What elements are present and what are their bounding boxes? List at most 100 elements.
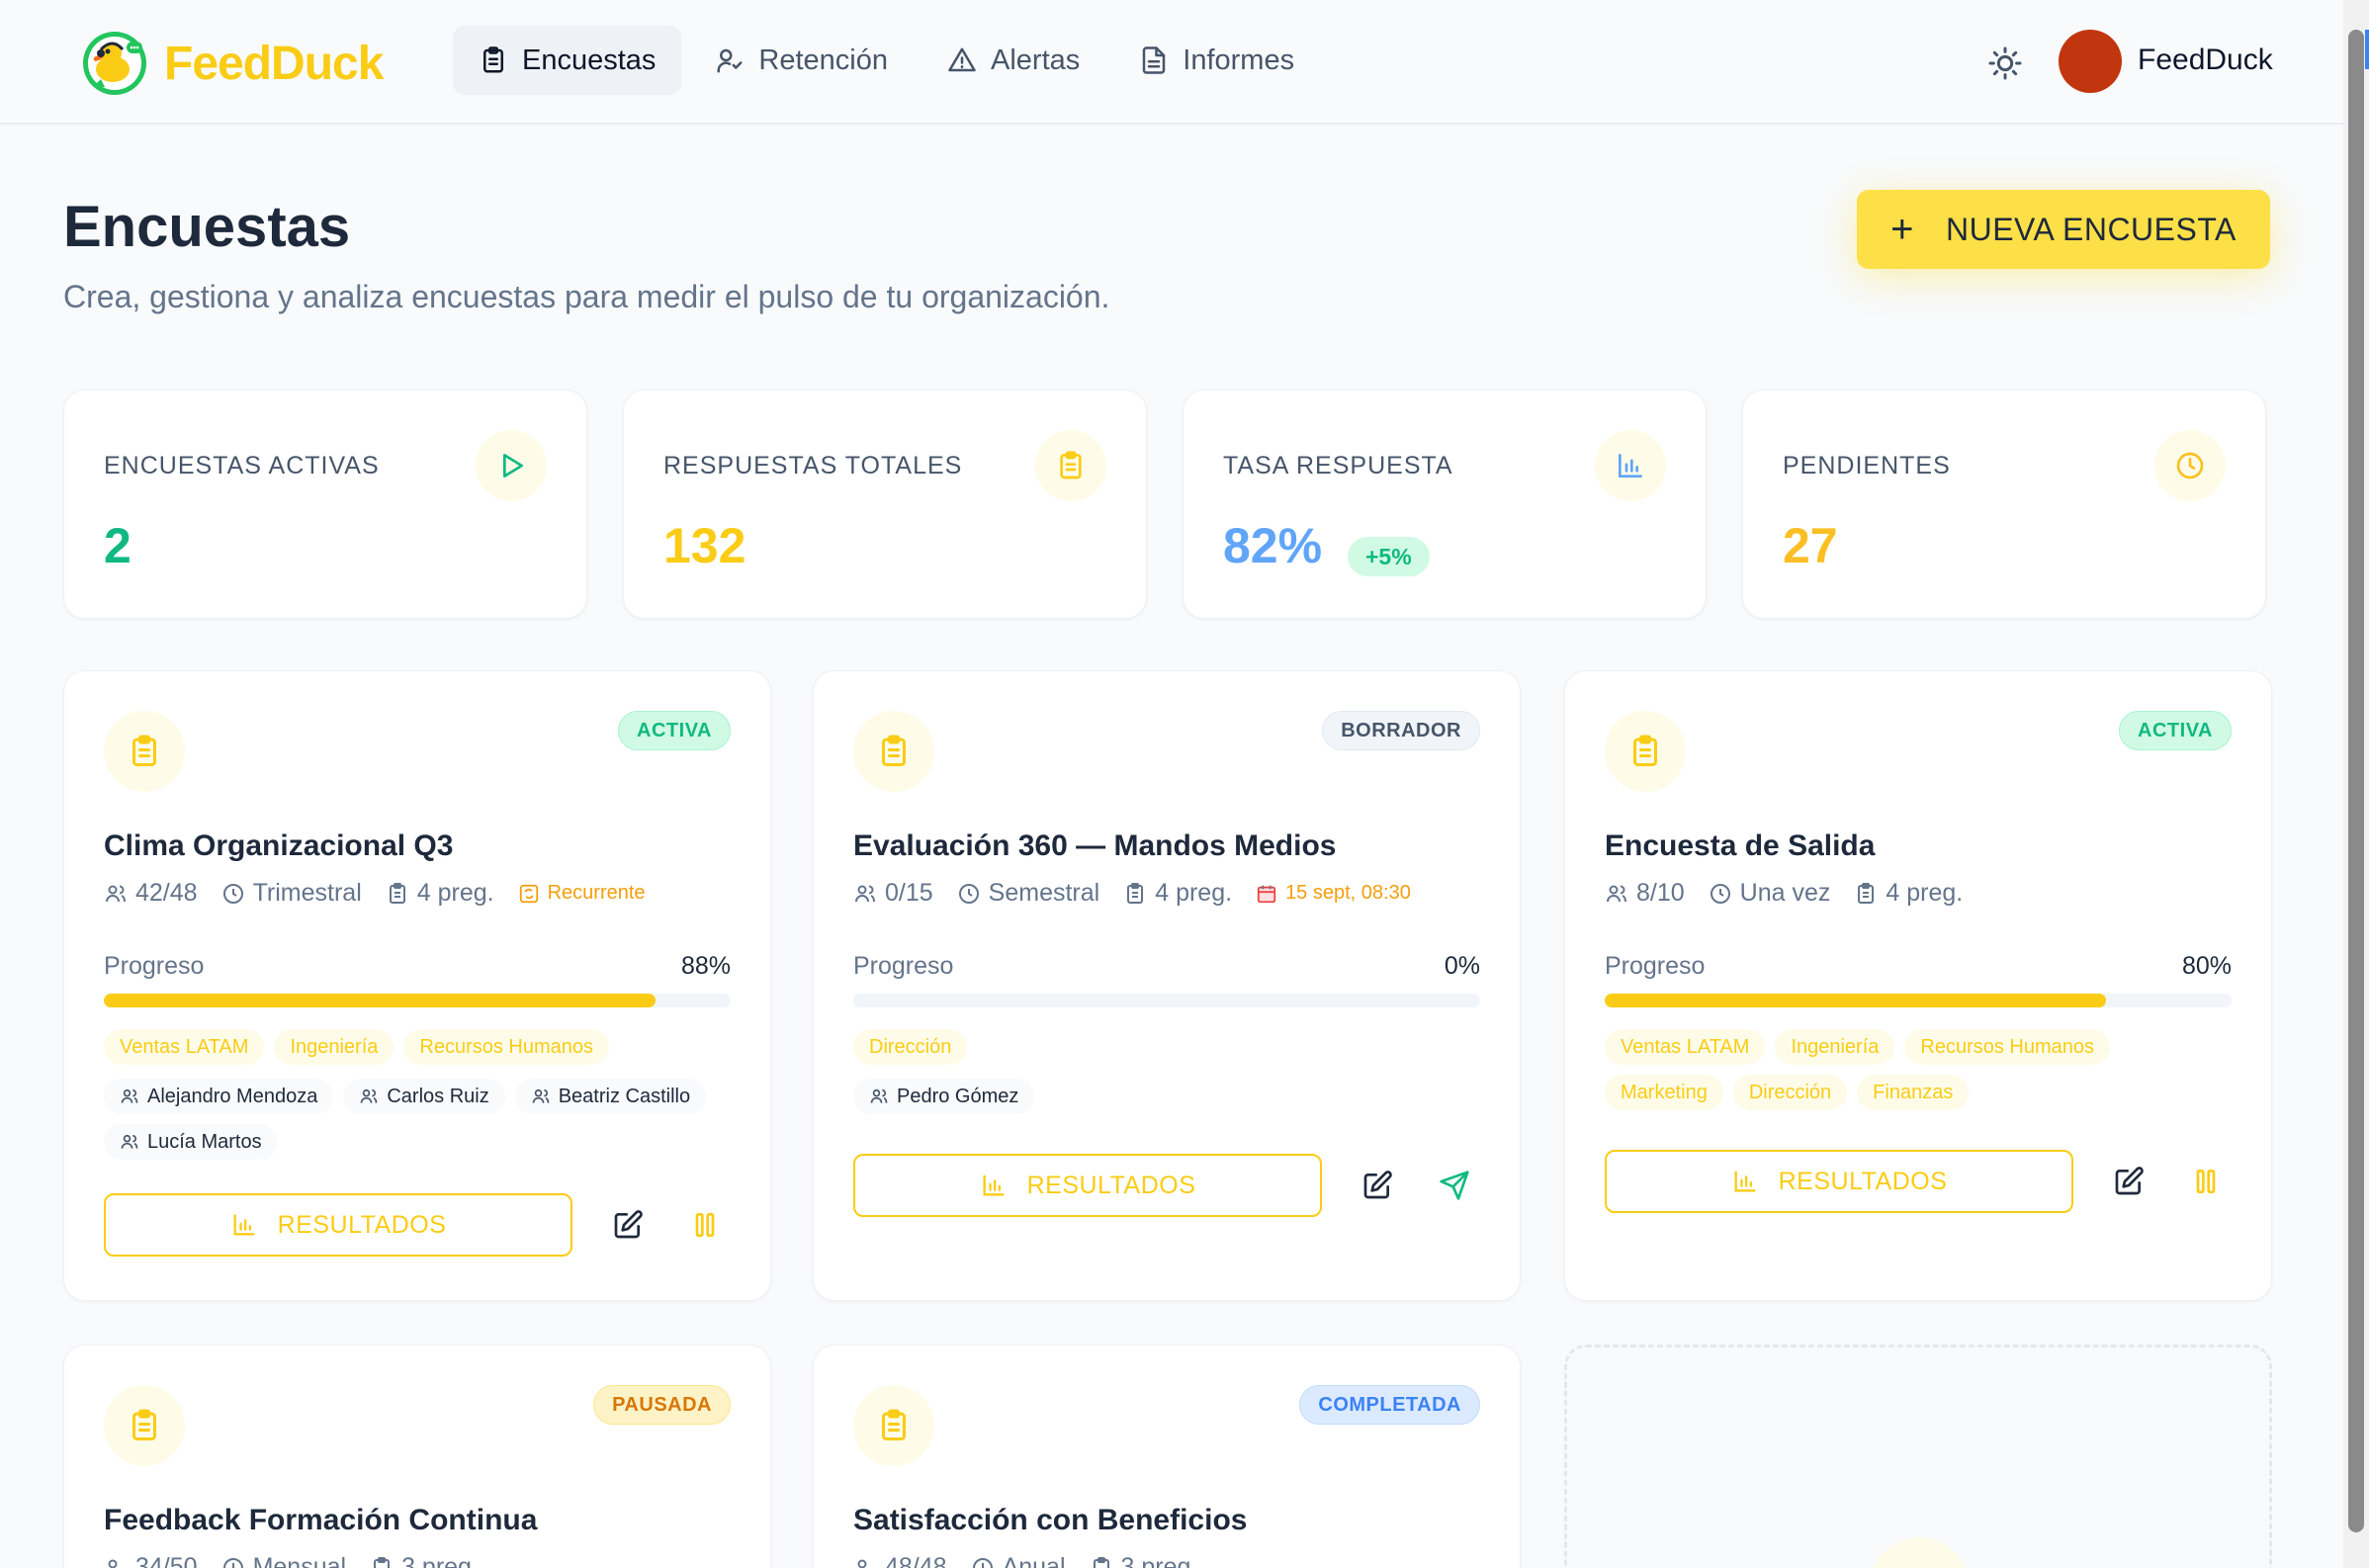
nav-item-informes[interactable]: Informes: [1113, 26, 1320, 95]
clipboard-icon: [1093, 1556, 1109, 1568]
clock-icon: [2154, 430, 2226, 501]
results-button[interactable]: RESULTADOS: [853, 1154, 1322, 1217]
stat-value: 27: [1783, 518, 1838, 573]
edit-button[interactable]: [2107, 1160, 2150, 1203]
edit-button[interactable]: [606, 1203, 650, 1247]
person-name: Carlos Ruiz: [387, 1086, 489, 1107]
users-icon: [121, 1134, 138, 1149]
results-button[interactable]: RESULTADOS: [1605, 1150, 2073, 1213]
participants: 34/50: [135, 1553, 198, 1568]
edit-icon: [2115, 1167, 2144, 1195]
pause-icon: [2196, 1170, 2216, 1193]
progress-label: Progreso: [104, 952, 205, 980]
users-icon: [857, 1559, 867, 1568]
department-tag: Recursos Humanos: [403, 1029, 610, 1065]
clipboard-icon: [1605, 711, 1686, 792]
results-button[interactable]: RESULTADOS: [104, 1193, 572, 1257]
new-survey-placeholder-card[interactable]: [1564, 1345, 2272, 1568]
person-chip: Alejandro Mendoza: [104, 1079, 334, 1114]
send-button[interactable]: [1433, 1164, 1476, 1207]
survey-card[interactable]: ACTIVA Clima Organizacional Q3 42/48 Tri…: [63, 670, 771, 1301]
alert-triangle-icon: [948, 47, 976, 72]
clock-icon: [222, 883, 243, 904]
progress-bar: [1605, 994, 2232, 1007]
new-survey-button[interactable]: + NUEVA ENCUESTA: [1857, 190, 2270, 269]
new-survey-label: NUEVA ENCUESTA: [1945, 211, 2237, 247]
user-name[interactable]: FeedDuck: [2138, 44, 2273, 76]
scrollbar-thumb[interactable]: [2348, 30, 2364, 1532]
users-icon: [106, 885, 126, 902]
edit-icon: [1363, 1171, 1392, 1199]
nav-item-alertas[interactable]: Alertas: [921, 26, 1105, 95]
sun-icon: [1988, 46, 2022, 80]
questions: 3 preg.: [401, 1553, 479, 1568]
progress-fill: [1605, 994, 2107, 1007]
stat-label: RESPUESTAS TOTALES: [663, 452, 963, 479]
clipboard-icon: [374, 1556, 391, 1568]
users-icon: [108, 1559, 118, 1568]
clipboard-icon: [483, 46, 503, 73]
person-name: Lucía Martos: [147, 1131, 262, 1153]
pause-button[interactable]: [683, 1203, 727, 1247]
nav-label: Informes: [1183, 44, 1295, 76]
users-icon: [1607, 885, 1626, 902]
tag-list: Ventas LATAM Ingeniería Recursos Humanos: [104, 1029, 731, 1065]
clipboard-icon: [104, 711, 185, 792]
status-badge: ACTIVA: [2119, 711, 2232, 750]
clock-icon: [972, 1557, 993, 1568]
file-text-icon: [1143, 46, 1166, 74]
questions: 4 preg.: [1886, 879, 1964, 907]
top-navbar: FeedDuck Encuestas Retención Alertas Inf…: [0, 0, 2343, 125]
clipboard-icon: [853, 711, 934, 792]
progress-percent: 88%: [680, 952, 731, 980]
pause-button[interactable]: [2184, 1160, 2228, 1203]
survey-meta: 42/48 Trimestral 4 preg. Recurrente: [104, 879, 669, 908]
person-chip: Pedro Gómez: [853, 1079, 1035, 1114]
frequency: Una vez: [1739, 879, 1831, 907]
stat-label: TASA RESPUESTA: [1223, 452, 1453, 479]
people-list: Pedro Gómez: [853, 1079, 1480, 1114]
clipboard-icon: [1858, 882, 1875, 904]
theme-toggle-button[interactable]: [1985, 44, 2025, 83]
stat-value: 82%: [1223, 518, 1323, 573]
progress-label: Progreso: [1605, 952, 1706, 980]
survey-title[interactable]: Evaluación 360 — Mandos Medios: [853, 829, 1337, 862]
plus-icon: +: [1890, 207, 1914, 251]
survey-title[interactable]: Clima Organizacional Q3: [104, 829, 454, 862]
recurring-icon: [519, 884, 538, 903]
survey-card[interactable]: COMPLETADA Satisfacción con Beneficios 4…: [813, 1345, 1521, 1568]
survey-meta: 48/48 Anual 3 preg.: [853, 1553, 1221, 1568]
nav-item-retencion[interactable]: Retención: [689, 26, 914, 95]
page-subtitle: Crea, gestiona y analiza encuestas para …: [63, 279, 1110, 314]
nav-item-encuestas[interactable]: Encuestas: [453, 26, 682, 95]
stat-label: ENCUESTAS ACTIVAS: [104, 452, 380, 479]
scroll-edge-indicator: [2365, 30, 2369, 69]
stat-delta-badge: +5%: [1348, 537, 1430, 576]
survey-meta: 0/15 Semestral 4 preg. 15 sept, 08:30: [853, 879, 1435, 908]
users-icon: [121, 1089, 138, 1103]
survey-title[interactable]: Encuesta de Salida: [1605, 829, 1876, 862]
duck-logo-icon: [79, 28, 150, 99]
survey-title[interactable]: Feedback Formación Continua: [104, 1504, 538, 1536]
results-label: RESULTADOS: [1778, 1167, 1948, 1195]
survey-meta: 8/10 Una vez 4 preg.: [1605, 879, 1986, 908]
survey-card[interactable]: PAUSADA Feedback Formación Continua 34/5…: [63, 1345, 771, 1568]
people-list: Alejandro Mendoza Carlos Ruiz Beatriz Cast…: [104, 1079, 731, 1160]
clipboard-icon: [104, 1385, 185, 1466]
users-icon: [361, 1089, 378, 1103]
logo[interactable]: FeedDuck: [79, 28, 384, 99]
survey-card[interactable]: BORRADOR Evaluación 360 — Mandos Medios …: [813, 670, 1521, 1301]
department-tag: Finanzas: [1857, 1075, 1970, 1110]
frequency: Semestral: [988, 879, 1100, 907]
survey-card[interactable]: ACTIVA Encuesta de Salida 8/10 Una vez 4…: [1564, 670, 2272, 1301]
stat-card-responses: RESPUESTAS TOTALES 132: [623, 390, 1147, 619]
edit-button[interactable]: [1356, 1164, 1399, 1207]
stat-card-rate: TASA RESPUESTA 82% +5%: [1183, 390, 1707, 619]
add-icon: [1870, 1537, 1969, 1568]
avatar[interactable]: [2059, 30, 2122, 93]
person-name: Beatriz Castillo: [558, 1086, 691, 1107]
person-chip: Beatriz Castillo: [514, 1079, 707, 1114]
pause-icon: [695, 1213, 715, 1237]
nav-label: Alertas: [991, 44, 1081, 76]
survey-title[interactable]: Satisfacción con Beneficios: [853, 1504, 1248, 1536]
